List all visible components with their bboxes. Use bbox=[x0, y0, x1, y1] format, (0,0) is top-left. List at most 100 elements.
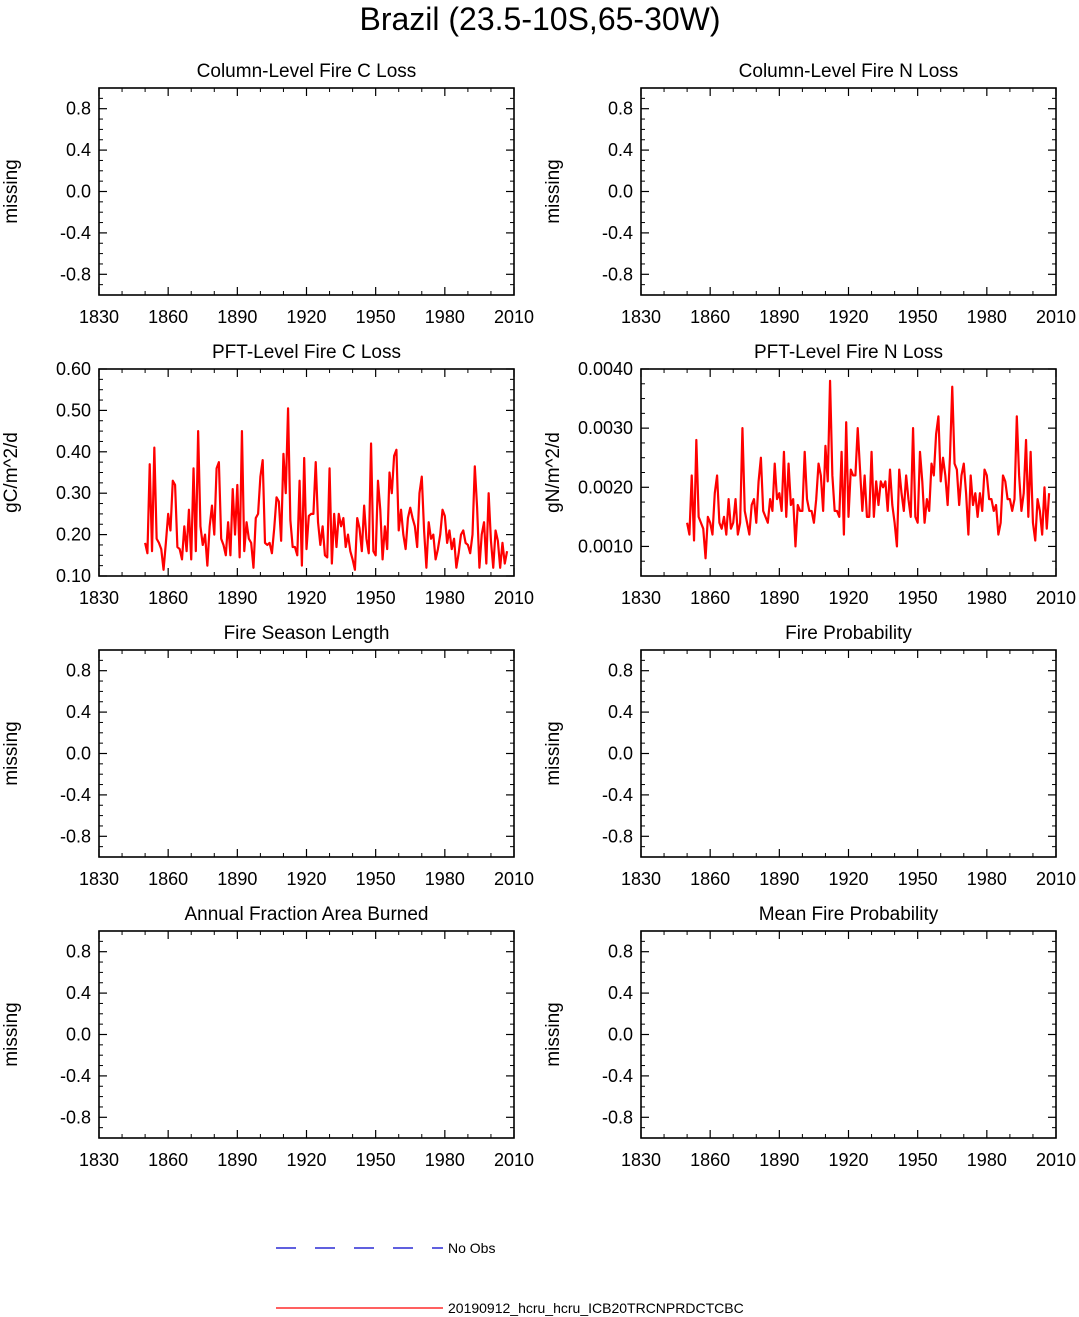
figure-title: Brazil (23.5-10S,65-30W) bbox=[359, 1, 720, 37]
y-tick-label: 0.20 bbox=[56, 525, 91, 545]
y-tick-label: 0.0 bbox=[66, 182, 91, 202]
x-tick-label: 1860 bbox=[148, 307, 188, 327]
x-tick-label: 1980 bbox=[967, 869, 1007, 889]
panel-title: Column-Level Fire C Loss bbox=[197, 61, 417, 82]
y-tick-label: 0.0 bbox=[608, 182, 633, 202]
panels: Column-Level Fire C Loss missing 1830 1860 1… bbox=[1, 61, 1076, 1170]
x-tick-label: 1920 bbox=[286, 588, 326, 608]
y-tick-label: 0.4 bbox=[66, 702, 91, 722]
plot-frame bbox=[640, 87, 1057, 296]
plot-frame bbox=[640, 368, 1057, 577]
x-tick-label: 2010 bbox=[1036, 588, 1076, 608]
chart-panel: PFT-Level Fire C Loss gC/m^2/d 1830 1860 189… bbox=[1, 342, 534, 608]
y-tick-label: 0.8 bbox=[66, 661, 91, 681]
y-tick-label: -0.8 bbox=[602, 264, 633, 284]
chart-panel: PFT-Level Fire N Loss gN/m^2/d 1830 1860 189… bbox=[543, 342, 1076, 608]
x-tick-label: 1830 bbox=[621, 588, 661, 608]
y-tick-label: 0.0010 bbox=[578, 536, 633, 556]
x-tick-label: 2010 bbox=[494, 307, 534, 327]
y-tick-label: -0.4 bbox=[602, 1066, 633, 1086]
x-tick-label: 1860 bbox=[690, 307, 730, 327]
x-tick-label: 1860 bbox=[690, 869, 730, 889]
y-tick-label: -0.8 bbox=[60, 264, 91, 284]
y-axis-label: gN/m^2/d bbox=[543, 432, 564, 513]
x-tick-label: 1890 bbox=[759, 1150, 799, 1170]
x-tick-label: 1980 bbox=[425, 869, 465, 889]
x-tick-label: 1950 bbox=[356, 307, 396, 327]
y-tick-label: 0.4 bbox=[608, 702, 633, 722]
legend-label: No Obs bbox=[448, 1240, 495, 1256]
panel-title: PFT-Level Fire N Loss bbox=[754, 342, 943, 363]
y-tick-label: -0.8 bbox=[60, 1107, 91, 1127]
x-tick-label: 1890 bbox=[759, 307, 799, 327]
x-tick-label: 1950 bbox=[356, 869, 396, 889]
y-axis-label: missing bbox=[543, 721, 564, 785]
x-tick-label: 1920 bbox=[286, 307, 326, 327]
x-tick-label: 1830 bbox=[621, 869, 661, 889]
panel-title: Column-Level Fire N Loss bbox=[739, 61, 959, 82]
plot-frame bbox=[98, 368, 515, 577]
panel-title: Fire Season Length bbox=[224, 623, 390, 644]
plot-frame bbox=[640, 930, 1057, 1139]
x-tick-label: 1860 bbox=[690, 1150, 730, 1170]
x-tick-label: 1890 bbox=[217, 869, 257, 889]
x-tick-label: 1950 bbox=[898, 588, 938, 608]
plot-frame bbox=[98, 649, 515, 858]
x-tick-label: 1830 bbox=[621, 307, 661, 327]
x-tick-label: 1980 bbox=[967, 588, 1007, 608]
y-tick-label: 0.0030 bbox=[578, 418, 633, 438]
y-tick-label: 0.8 bbox=[608, 942, 633, 962]
x-tick-label: 1920 bbox=[828, 588, 868, 608]
plot-frame bbox=[98, 930, 515, 1139]
x-tick-label: 1830 bbox=[621, 1150, 661, 1170]
x-tick-label: 2010 bbox=[494, 869, 534, 889]
legend: No Obs 20190912_hcru_hcru_ICB20TRCNPRDCTC… bbox=[276, 1240, 744, 1316]
panel-title: Annual Fraction Area Burned bbox=[185, 904, 429, 925]
y-axis-label: missing bbox=[543, 1002, 564, 1066]
y-tick-label: -0.8 bbox=[602, 826, 633, 846]
y-tick-label: -0.4 bbox=[60, 223, 91, 243]
panel-title: PFT-Level Fire C Loss bbox=[212, 342, 401, 363]
y-tick-label: 0.0 bbox=[608, 1025, 633, 1045]
y-tick-label: 0.8 bbox=[608, 99, 633, 119]
y-tick-label: 0.40 bbox=[56, 442, 91, 462]
x-tick-label: 1920 bbox=[828, 1150, 868, 1170]
x-tick-label: 1920 bbox=[286, 869, 326, 889]
x-tick-label: 1830 bbox=[79, 588, 119, 608]
chart-panel: Mean Fire Probability missing 1830 1860 1890… bbox=[543, 904, 1076, 1170]
y-tick-label: -0.8 bbox=[602, 1107, 633, 1127]
y-tick-label: -0.4 bbox=[602, 785, 633, 805]
panel-title: Fire Probability bbox=[785, 623, 912, 644]
x-tick-label: 2010 bbox=[1036, 307, 1076, 327]
x-tick-label: 1980 bbox=[967, 307, 1007, 327]
legend-label: 20190912_hcru_hcru_ICB20TRCNPRDCTCBC bbox=[448, 1300, 744, 1316]
y-tick-label: 0.4 bbox=[66, 140, 91, 160]
x-tick-label: 1920 bbox=[828, 869, 868, 889]
chart-panel: Fire Season Length missing 1830 1860 1890 192… bbox=[1, 623, 534, 889]
y-tick-label: 0.0 bbox=[66, 744, 91, 764]
panel-title: Mean Fire Probability bbox=[759, 904, 939, 925]
y-tick-label: 0.10 bbox=[56, 566, 91, 586]
plot-frame bbox=[98, 87, 515, 296]
y-tick-label: 0.4 bbox=[66, 983, 91, 1003]
y-tick-label: 0.0020 bbox=[578, 477, 633, 497]
x-tick-label: 1950 bbox=[356, 1150, 396, 1170]
x-tick-label: 1980 bbox=[425, 588, 465, 608]
x-tick-label: 1950 bbox=[898, 869, 938, 889]
x-tick-label: 1890 bbox=[759, 588, 799, 608]
x-tick-label: 1920 bbox=[286, 1150, 326, 1170]
x-tick-label: 2010 bbox=[1036, 869, 1076, 889]
x-tick-label: 1980 bbox=[425, 307, 465, 327]
x-tick-label: 1830 bbox=[79, 307, 119, 327]
y-tick-label: -0.8 bbox=[60, 826, 91, 846]
y-axis-label: missing bbox=[1, 721, 22, 785]
chart-panel: Column-Level Fire N Loss missing 1830 1860 1… bbox=[543, 61, 1076, 327]
y-tick-label: -0.4 bbox=[60, 1066, 91, 1086]
x-tick-label: 2010 bbox=[494, 588, 534, 608]
x-tick-label: 1950 bbox=[898, 1150, 938, 1170]
x-tick-label: 1890 bbox=[217, 307, 257, 327]
x-tick-label: 1950 bbox=[898, 307, 938, 327]
y-tick-label: 0.4 bbox=[608, 140, 633, 160]
x-tick-label: 1920 bbox=[828, 307, 868, 327]
